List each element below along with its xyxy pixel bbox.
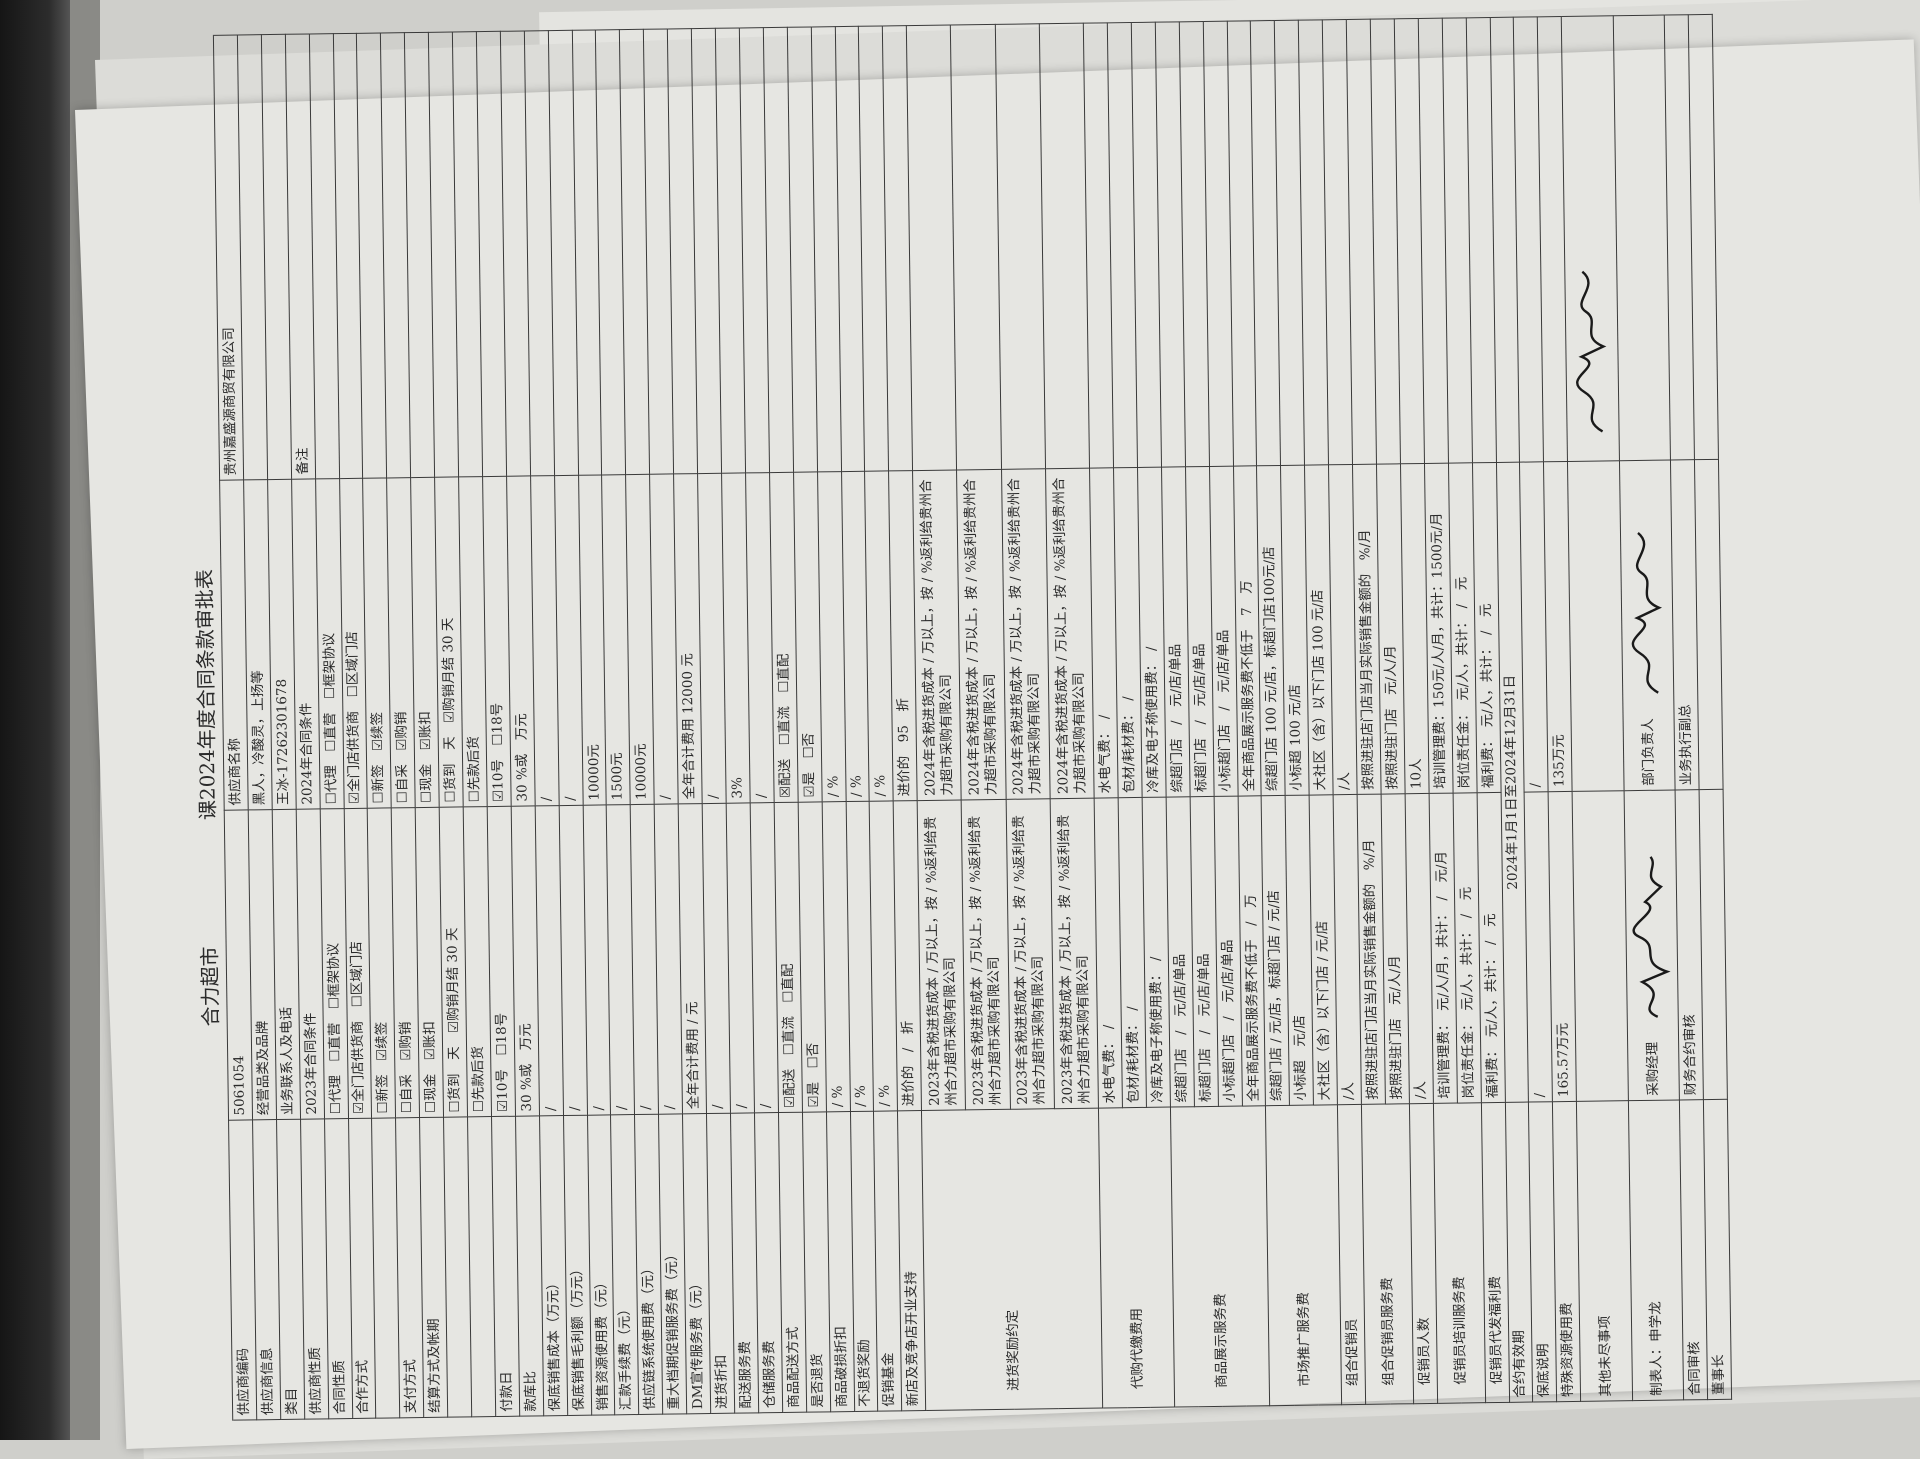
value-2023 xyxy=(1572,790,1629,1102)
group-label: 商品展示服务费 xyxy=(1170,1105,1271,1408)
remarks-cell xyxy=(950,24,1002,470)
cell-text: / xyxy=(1527,782,1544,788)
value-2023 xyxy=(1699,789,1728,1100)
cell-text: 财务合约审核 xyxy=(1681,1014,1699,1096)
handwritten-signature xyxy=(1576,270,1607,433)
group-label: 组合促销员服务费 xyxy=(1361,1103,1414,1405)
cell-text: / xyxy=(1532,1092,1549,1098)
remarks-cell xyxy=(995,23,1046,470)
value-2024 xyxy=(1567,460,1624,792)
value-2023: 2023年含税进货成本 / 万以上，按 / %返利给贵州合力超市采购有限公司 xyxy=(1050,798,1099,1109)
group-label: 市场推广服务费 xyxy=(1265,1104,1342,1406)
value-2024 xyxy=(1694,459,1724,790)
row-label: 其他未尽事项 xyxy=(1576,1100,1633,1402)
cell-text: 135万元 xyxy=(1551,734,1568,788)
cell-text: 采购经理 xyxy=(1644,1041,1662,1096)
cell-text: 165.57万元 xyxy=(1555,1022,1573,1098)
value-2023: 2023年含税进货成本 / 万以上，按 / %返利给贵州合力超市采购有限公司 xyxy=(917,799,966,1111)
remarks-cell xyxy=(1039,23,1090,469)
remarks-cell xyxy=(1612,15,1671,461)
value-2024: 2024年含税进货成本 / 万以上，按 / %返利给贵州合力超市采购有限公司 xyxy=(1001,468,1051,800)
value-2024: 2024年含税进货成本 / 万以上，按 / %返利给贵州合力超市采购有限公司 xyxy=(957,469,1006,800)
cell-text: 业务执行副总 xyxy=(1677,704,1695,786)
value-2024: 部门负责人 xyxy=(1619,460,1676,791)
value-2024: 2024年含税进货成本 / 万以上，按 / %返利给贵州合力超市采购有限公司 xyxy=(912,469,962,801)
contract-terms-table: 合力超市 课2024年度合同条款审批表 供应商编码 5061054 供应商名称 贵州嘉… xyxy=(182,14,1732,1421)
form-name: 课2024年度合同条款审批表 xyxy=(192,569,221,821)
handwritten-signature xyxy=(1631,532,1662,695)
desk-background xyxy=(0,0,70,1440)
contract-approval-form: 合力超市 课2024年度合同条款审批表 供应商编码 5061054 供应商名称 贵州嘉… xyxy=(182,14,1732,1421)
store-name: 合力超市 xyxy=(198,946,224,1027)
remarks-cell xyxy=(906,25,958,471)
row-label: 董事长 xyxy=(1703,1099,1732,1400)
table-row: 其他未尽事项 xyxy=(1561,15,1633,1402)
row-label: 制表人：申学龙 xyxy=(1628,1099,1684,1401)
value-2023: 采购经理 xyxy=(1623,789,1680,1101)
group-label: 代购代缴费用 xyxy=(1098,1107,1175,1409)
value-2023: 2023年含税进货成本 / 万以上，按 / %返利给贵州合力超市采购有限公司 xyxy=(1005,798,1055,1110)
handwritten-signature xyxy=(1632,856,1671,1018)
remarks-cell xyxy=(1561,15,1620,462)
group-label: 促销员培训服务费 xyxy=(1433,1102,1486,1404)
group-label: 进货奖励约定 xyxy=(921,1108,1103,1411)
value-2023: 2023年含税进货成本 / 万以上，按 / %返利给贵州合力超市采购有限公司 xyxy=(961,799,1011,1110)
value-2024: 2024年含税进货成本 / 万以上，按 / %返利给贵州合力超市采购有限公司 xyxy=(1045,468,1095,799)
table-row: 制表人：申学龙 采购经理 部门负责人 xyxy=(1612,15,1684,1401)
cell-text: 部门负责人 xyxy=(1639,718,1657,786)
